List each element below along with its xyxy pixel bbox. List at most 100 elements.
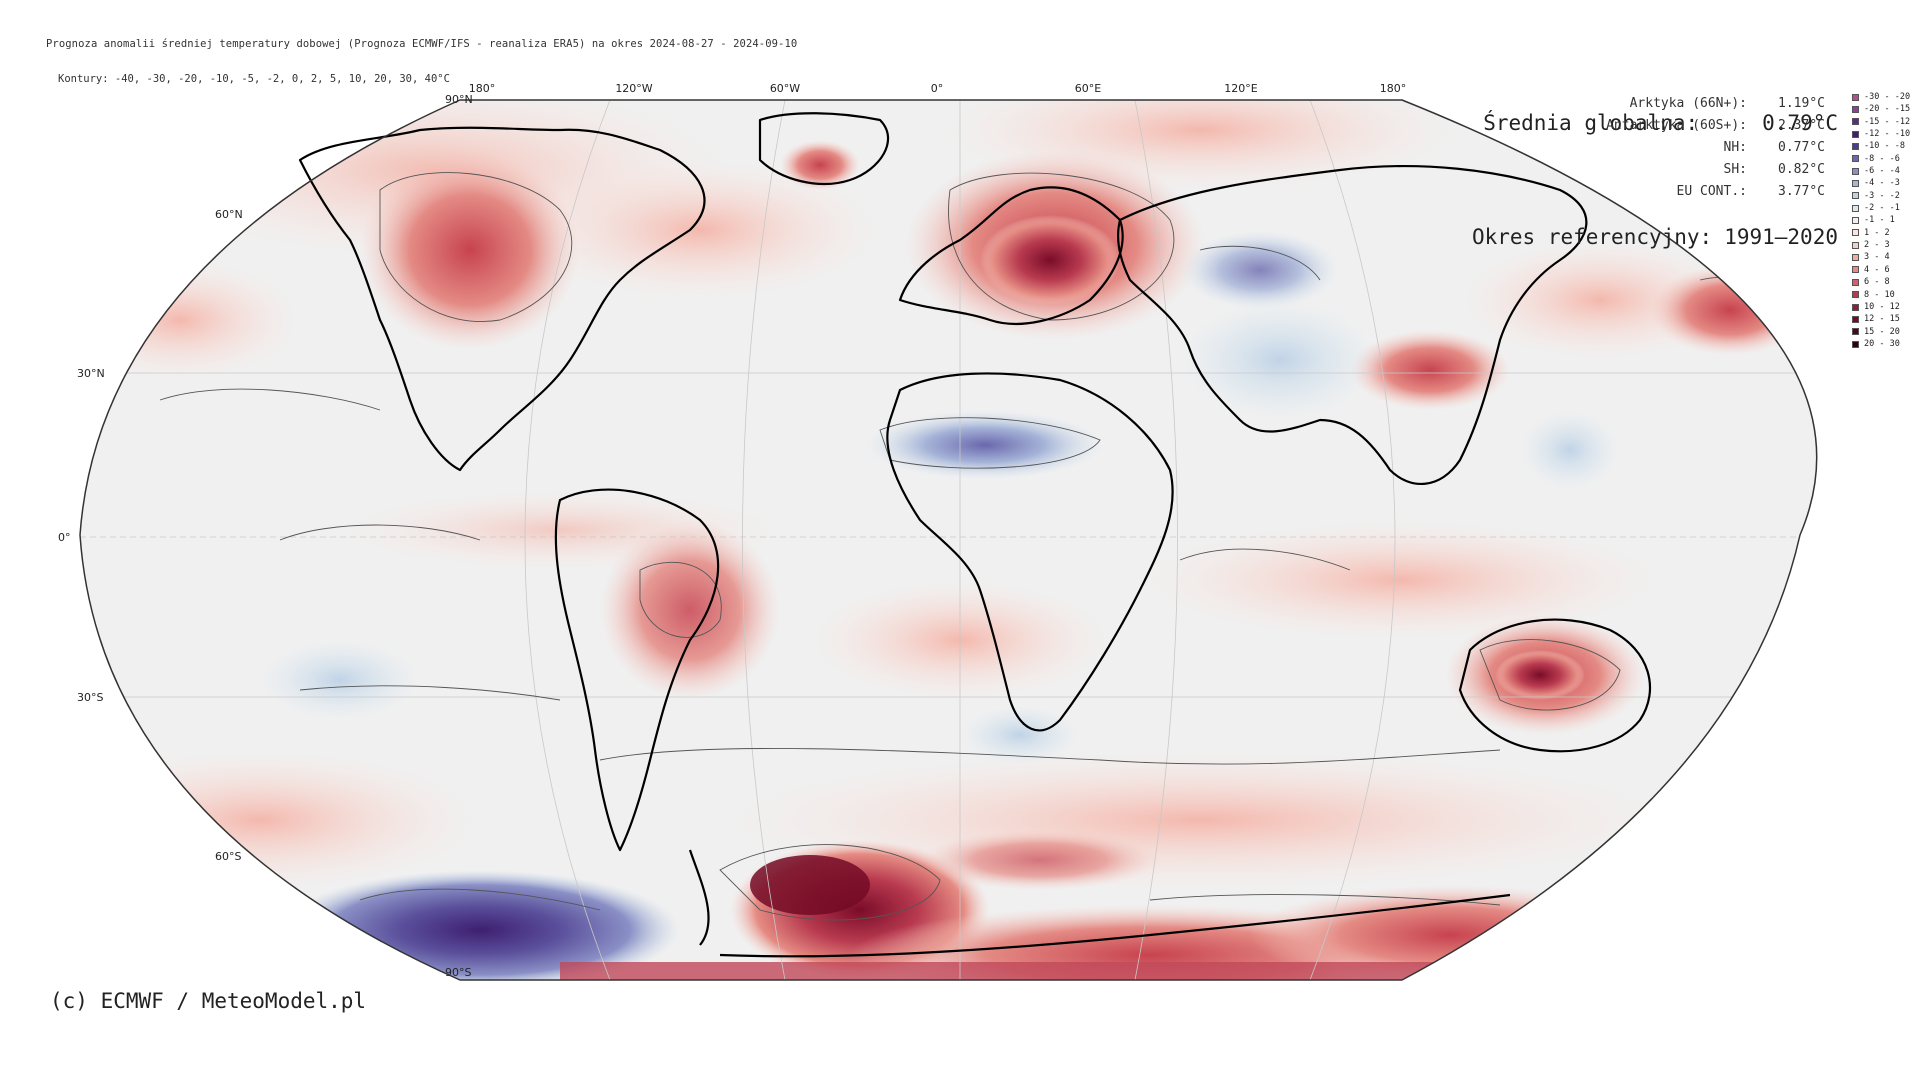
legend-swatch	[1852, 130, 1859, 138]
legend-swatch	[1852, 241, 1859, 249]
legend-label: -2 - -1	[1864, 203, 1900, 214]
lat-label-30n: 30°N	[77, 367, 105, 380]
legend-label: 8 - 10	[1864, 289, 1895, 300]
legend-label: 10 - 12	[1864, 301, 1900, 312]
lon-label-0: 0°	[930, 82, 944, 95]
legend-swatch	[1852, 167, 1859, 175]
stat-label: NH:	[1723, 140, 1747, 155]
legend-swatch	[1852, 315, 1859, 323]
global-summary: Średnia globalna: 0.79°C Okres referency…	[1472, 28, 1838, 294]
legend-label: 12 - 15	[1864, 314, 1900, 325]
legend-item: 20 - 30	[1852, 338, 1910, 350]
legend-label: -8 - -6	[1864, 153, 1900, 164]
legend-label: -1 - 1	[1864, 215, 1895, 226]
legend-item: 6 - 8	[1852, 276, 1910, 288]
legend-item: 3 - 4	[1852, 251, 1910, 263]
legend-item: -1 - 1	[1852, 214, 1910, 226]
legend-item: -10 - -8	[1852, 140, 1910, 152]
legend-swatch	[1852, 192, 1859, 200]
legend-swatch	[1852, 229, 1859, 237]
legend-label: -10 - -8	[1864, 141, 1905, 152]
stat-row-sh: SH: 0.82°C	[1606, 159, 1825, 181]
stat-value: 1.19°C	[1778, 96, 1825, 111]
legend-swatch	[1852, 217, 1859, 225]
legend-label: 15 - 20	[1864, 326, 1900, 337]
lon-label-60w: 60°W	[769, 82, 801, 95]
legend-swatch	[1852, 118, 1859, 126]
legend-swatch	[1852, 180, 1859, 188]
legend-item: 10 - 12	[1852, 301, 1910, 313]
legend-swatch	[1852, 266, 1859, 274]
lon-label-180e: 180°	[1379, 82, 1407, 95]
stat-row-arctic: Arktyka (66N+): 1.19°C	[1606, 93, 1825, 115]
legend-item: -12 - -10	[1852, 128, 1910, 140]
legend-swatch	[1852, 106, 1859, 114]
legend-item: 8 - 10	[1852, 289, 1910, 301]
stat-label: Antarktyka (60S+):	[1606, 118, 1747, 133]
legend-label: 3 - 4	[1864, 252, 1890, 263]
coast-antarctica	[688, 849, 1511, 958]
coast-greenland	[758, 112, 890, 186]
legend-swatch	[1852, 328, 1859, 336]
legend-label: -6 - -4	[1864, 166, 1900, 177]
lat-label-60n: 60°N	[215, 208, 243, 221]
legend-label: -12 - -10	[1864, 129, 1911, 140]
legend-swatch	[1852, 93, 1859, 101]
coast-south-america	[554, 488, 720, 852]
global-mean-label: Średnia globalna:	[1483, 111, 1699, 135]
legend-item: -8 - -6	[1852, 153, 1910, 165]
legend-label: 4 - 6	[1864, 264, 1890, 275]
legend-swatch	[1852, 143, 1859, 151]
stat-row-nh: NH: 0.77°C	[1606, 137, 1825, 159]
legend-item: 4 - 6	[1852, 264, 1910, 276]
legend-item: -4 - -3	[1852, 177, 1910, 189]
credit-footer: (c) ECMWF / MeteoModel.pl	[50, 989, 367, 1013]
contour-levels: Kontury: -40, -30, -20, -10, -5, -2, 0, …	[58, 73, 450, 85]
regional-stats: Arktyka (66N+): 1.19°C Antarktyka (60S+)…	[1606, 93, 1825, 203]
stat-value: 2.37°C	[1778, 118, 1825, 133]
stat-value: 3.77°C	[1778, 184, 1825, 199]
lat-label-60s: 60°S	[215, 850, 242, 863]
legend-label: 6 - 8	[1864, 277, 1890, 288]
color-legend: -30 - -20 -20 - -15 -15 - -12 -12 - -10 -10 …	[1852, 91, 1910, 350]
legend-swatch	[1852, 291, 1859, 299]
legend-item: -15 - -12	[1852, 116, 1910, 128]
legend-item: -30 - -20	[1852, 91, 1910, 103]
legend-item: -6 - -4	[1852, 165, 1910, 177]
lat-label-90s: 90°S	[445, 966, 472, 979]
coast-north-america	[298, 126, 706, 472]
map-title: Prognoza anomalii średniej temperatury d…	[46, 38, 798, 50]
legend-label: -20 - -15	[1864, 104, 1911, 115]
legend-label: -4 - -3	[1864, 178, 1900, 189]
lat-label-30s: 30°S	[77, 691, 104, 704]
legend-label: 20 - 30	[1864, 338, 1900, 349]
lon-label-120w: 120°W	[615, 82, 653, 95]
legend-item: 12 - 15	[1852, 313, 1910, 325]
stat-row-eu: EU CONT.: 3.77°C	[1606, 181, 1825, 203]
lat-label-equator: 0°	[58, 531, 71, 544]
stat-value: 0.77°C	[1778, 140, 1825, 155]
coast-africa	[886, 372, 1174, 732]
legend-swatch	[1852, 204, 1859, 212]
legend-item: -2 - -1	[1852, 202, 1910, 214]
coast-asia	[1116, 164, 1588, 485]
stat-label: SH:	[1723, 162, 1747, 177]
legend-label: -30 - -20	[1864, 92, 1911, 102]
globe-outline	[79, 99, 1818, 981]
legend-swatch	[1852, 303, 1859, 311]
legend-label: 2 - 3	[1864, 240, 1890, 251]
stat-label: Arktyka (66N+):	[1629, 96, 1747, 111]
legend-swatch	[1852, 254, 1859, 262]
lon-label-60e: 60°E	[1074, 82, 1102, 95]
legend-item: -3 - -2	[1852, 190, 1910, 202]
legend-label: 1 - 2	[1864, 227, 1890, 238]
stat-value: 0.82°C	[1778, 162, 1825, 177]
reference-period-label: Okres referencyjny:	[1471, 225, 1713, 249]
lon-label-180w: 180°	[468, 82, 496, 95]
reference-period-value: 1991–2020	[1724, 225, 1838, 249]
legend-label: -3 - -2	[1864, 190, 1900, 201]
coastlines	[298, 112, 1652, 958]
legend-item: 1 - 2	[1852, 227, 1910, 239]
legend-swatch	[1852, 278, 1859, 286]
